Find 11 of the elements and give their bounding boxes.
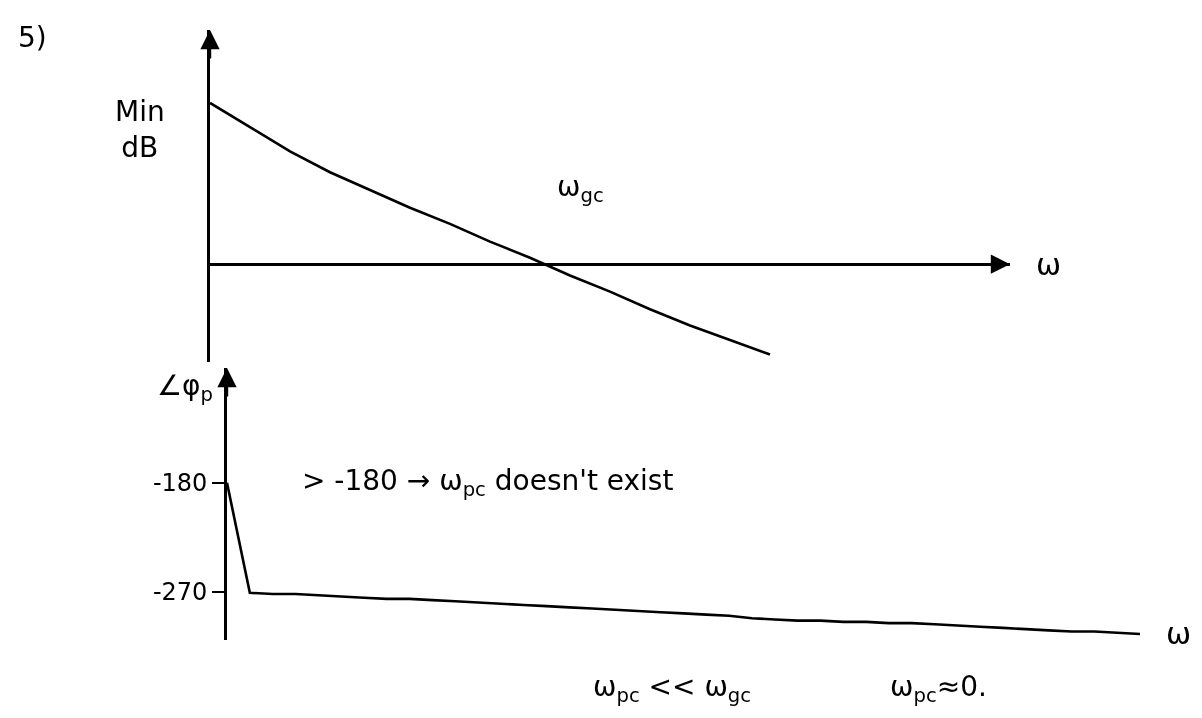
annotation: ω$_{gc}$ — [557, 170, 604, 207]
x-axis-title: ω — [1166, 616, 1192, 651]
text: 5) — [18, 21, 47, 54]
x-axis-title: ω — [1036, 247, 1062, 282]
y-axis-title: ∠φ$_{p}$ — [157, 369, 214, 406]
annotation: > -180 → ω$_{pc}$ doesn't exist — [302, 464, 674, 501]
text: ω$_{pc}$ << ω$_{gc}$ — [593, 670, 752, 707]
y-axis-title: Min dB — [115, 95, 165, 165]
y-tick-label: -180 — [152, 469, 208, 498]
text: ω$_{pc}$≈0. — [890, 670, 987, 707]
y-tick-label: -270 — [152, 578, 208, 607]
